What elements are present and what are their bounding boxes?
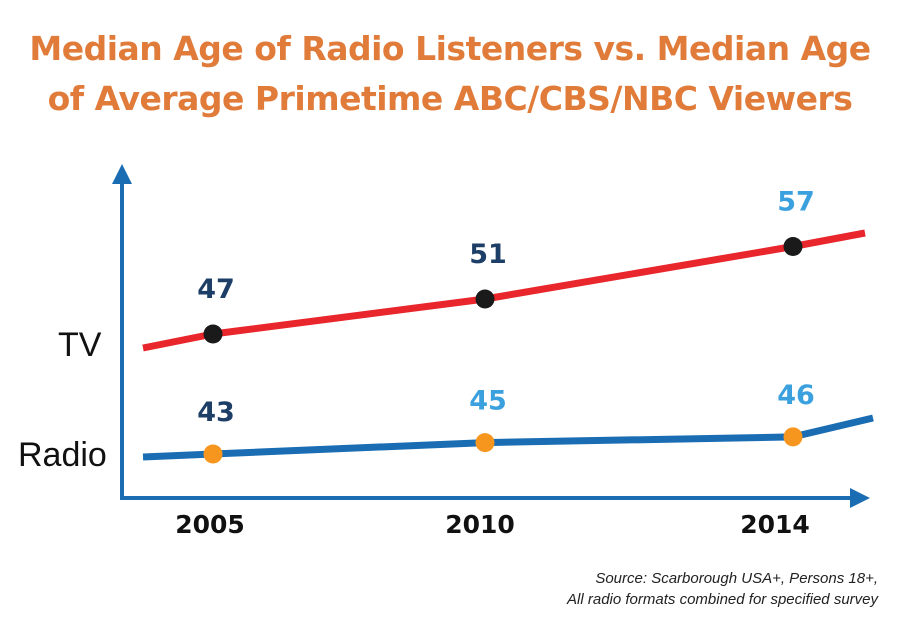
- data-point-radio: [783, 427, 803, 447]
- series-label-radio: Radio: [18, 436, 107, 474]
- source-note: Source: Scarborough USA+, Persons 18+, A…: [567, 568, 878, 610]
- chart-title: Median Age of Radio Listeners vs. Median…: [0, 24, 900, 124]
- source-line-1: Source: Scarborough USA+, Persons 18+,: [595, 570, 878, 587]
- data-point-tv: [783, 237, 803, 256]
- x-tick-label: 2010: [445, 510, 515, 539]
- data-point-radio: [203, 444, 223, 464]
- x-tick-label: 2014: [740, 510, 810, 539]
- data-point-tv: [475, 289, 495, 309]
- chart-title-line-2: of Average Primetime ABC/CBS/NBC Viewers: [47, 79, 853, 118]
- data-point-radio: [475, 433, 495, 453]
- series-line-radio: [142, 414, 874, 461]
- series-label-tv: TV: [58, 326, 102, 364]
- source-line-2: All radio formats combined for specified…: [567, 591, 878, 608]
- data-label: 45: [469, 386, 507, 417]
- data-label: 46: [777, 380, 815, 411]
- data-label: 57: [777, 187, 815, 218]
- data-label: 51: [469, 239, 507, 270]
- data-label: 47: [197, 274, 235, 305]
- data-label: 43: [197, 397, 235, 428]
- x-tick-label: 2005: [175, 510, 245, 539]
- data-point-tv: [203, 324, 223, 344]
- x-axis-arrow: [850, 488, 870, 508]
- y-axis-arrow: [112, 164, 132, 184]
- chart-title-line-1: Median Age of Radio Listeners vs. Median…: [29, 29, 871, 68]
